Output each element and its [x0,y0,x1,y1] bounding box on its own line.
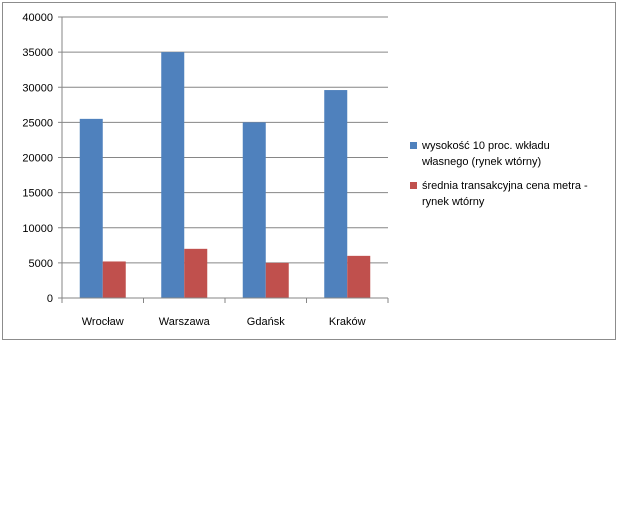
x-tick-label: Gdańsk [247,316,285,328]
bar-series-2-gdańsk [265,262,289,298]
bar-series-2-warszawa [184,248,208,298]
bar-series-2-kraków [347,255,371,298]
y-tick-label: 5000 [29,258,53,270]
y-tick-label: 40000 [22,12,53,24]
bar-series-1-warszawa [161,52,185,298]
legend-label: własnego (rynek wtórny) [421,156,541,168]
legend-label: średnia transakcyjna cena metra - [422,180,588,192]
legend-swatch [410,142,417,149]
legend: wysokość 10 proc. wkładu własnego (rynek … [410,140,588,208]
x-tick-label: Kraków [329,316,366,328]
y-tick-label: 30000 [22,82,53,94]
bar-series-1-kraków [324,90,348,298]
legend-label: rynek wtórny [422,196,485,208]
y-tick-label: 35000 [22,47,53,59]
chart-frame: 0 5000 10000 15000 20000 25000 30000 35000 40000… [2,2,616,340]
bar-series-1-gdańsk [242,122,266,298]
y-tick-label: 15000 [22,188,53,200]
x-tick-label: Warszawa [159,316,211,328]
y-tick-label: 25000 [22,117,53,129]
bar-chart: 0 5000 10000 15000 20000 25000 30000 35000 40000… [22,12,588,328]
legend-swatch [410,182,417,189]
x-tick-label: Wrocław [82,316,124,328]
y-tick-label: 0 [47,293,53,305]
axes: 0 5000 10000 15000 20000 25000 30000 35000 40000… [22,12,389,328]
bar-series-2-wrocław [102,261,126,298]
bar-series-1-wrocław [79,118,103,298]
legend-label: wysokość 10 proc. wkładu [421,140,550,152]
y-tick-label: 10000 [22,223,53,235]
gridlines [62,16,388,264]
y-tick-label: 20000 [22,153,53,165]
bars [79,52,371,298]
